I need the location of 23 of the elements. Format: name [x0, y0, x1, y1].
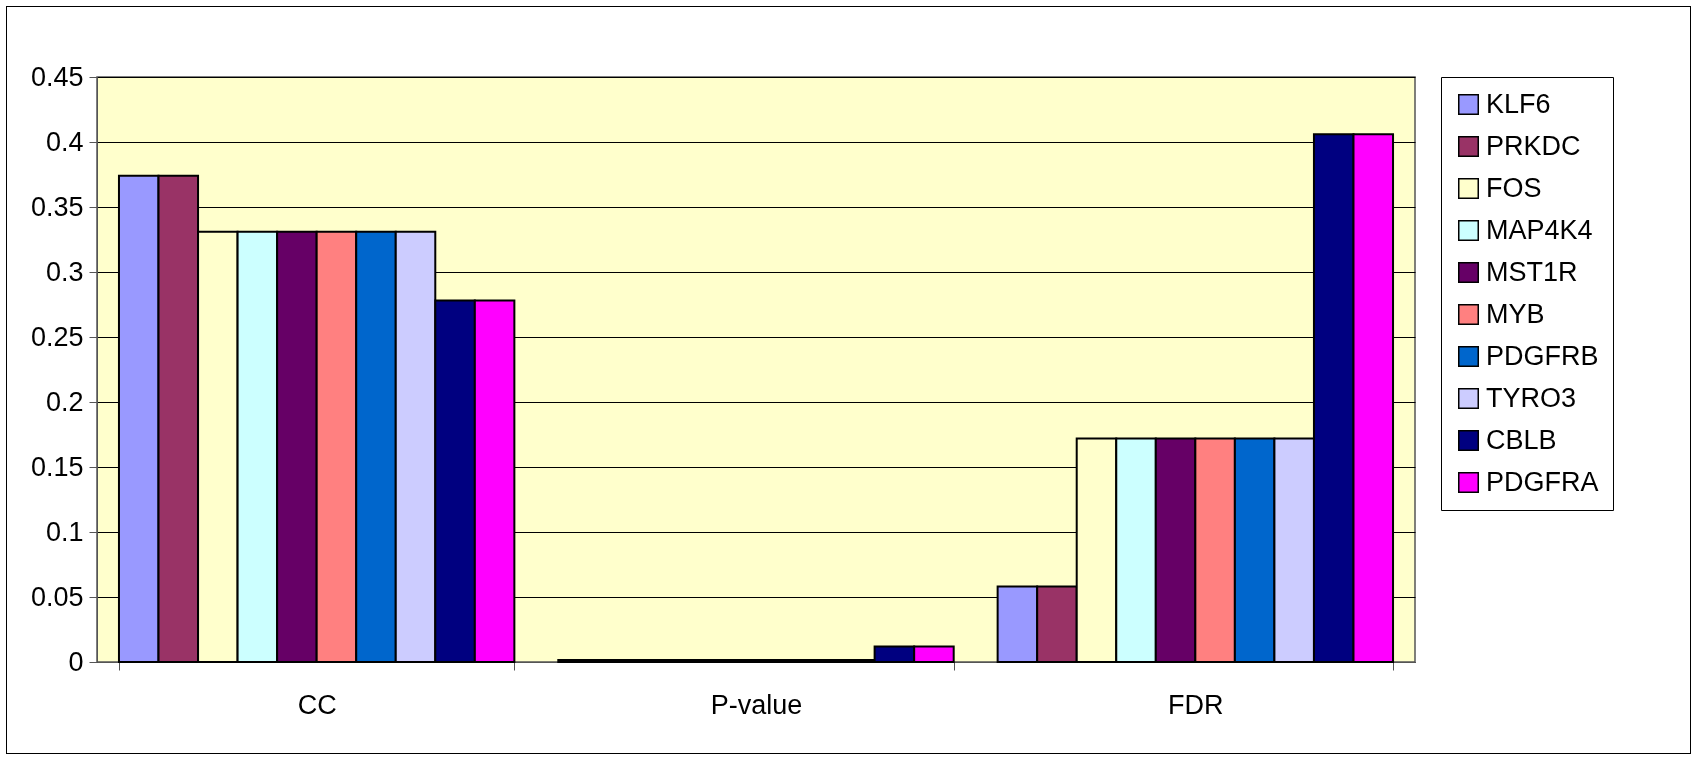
y-tick-label: 0.1 [45, 516, 84, 547]
y-tick-label: 0.25 [30, 321, 84, 352]
legend-label: FOS [1486, 172, 1542, 203]
y-tick-label: 0.2 [45, 386, 84, 417]
legend-label: PRKDC [1486, 130, 1581, 161]
x-tick-label: FDR [1168, 689, 1224, 720]
y-tick-label: 0.35 [30, 191, 84, 222]
legend-label: TYRO3 [1486, 382, 1577, 413]
legend-label: KLF6 [1486, 88, 1551, 119]
legend-label: PDGFRB [1486, 340, 1599, 371]
y-tick-label: 0.45 [30, 61, 84, 92]
legend-label: CBLB [1486, 424, 1557, 455]
y-tick-label: 0.3 [45, 256, 84, 287]
x-tick-label: CC [297, 689, 337, 720]
y-tick-label: 0 [68, 646, 84, 677]
legend-label: PDGFRA [1486, 466, 1599, 497]
legend-label: MYB [1486, 298, 1545, 329]
y-tick-label: 0.05 [30, 581, 84, 612]
y-tick-label: 0.15 [30, 451, 84, 482]
legend-label: MST1R [1486, 256, 1578, 287]
legend-label: MAP4K4 [1486, 214, 1593, 245]
y-tick-label: 0.4 [45, 126, 84, 157]
x-tick-label: P-value [710, 689, 803, 720]
